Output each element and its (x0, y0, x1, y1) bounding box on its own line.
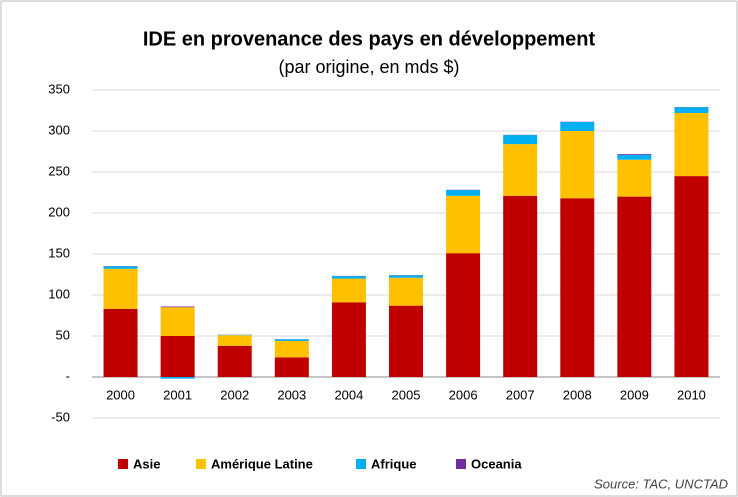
x-tick-label: 2007 (506, 387, 535, 402)
x-tick-label: 2004 (334, 387, 363, 402)
x-tick-label: 2008 (563, 387, 592, 402)
x-tick-label: 2001 (163, 387, 192, 402)
bar-segment (160, 336, 195, 377)
chart-subtitle: (par origine, en mds $) (278, 57, 459, 77)
bar-segment (503, 144, 538, 196)
bar-segment (217, 345, 252, 377)
bar-segment (217, 335, 252, 346)
y-tick-label: 300 (48, 122, 70, 137)
x-tick-label: 2003 (277, 387, 306, 402)
legend-swatch (118, 459, 128, 469)
y-tick-label: 200 (48, 204, 70, 219)
y-tick-label: - (66, 368, 70, 383)
y-tick-label: -50 (51, 409, 70, 424)
legend-swatch (456, 459, 466, 469)
x-tick-label: 2009 (620, 387, 649, 402)
y-tick-label: 250 (48, 163, 70, 178)
bar-segment (331, 302, 366, 377)
legend-swatch (356, 459, 366, 469)
source-note: Source: TAC, UNCTAD (594, 476, 728, 491)
bar-segment (503, 195, 538, 377)
legend-label: Amérique Latine (211, 456, 313, 471)
bar-segment (617, 153, 652, 155)
bar-segment (331, 278, 366, 303)
bar-segment (446, 195, 481, 254)
bar-segment (617, 159, 652, 197)
bar-segment (617, 196, 652, 377)
bar-segment (446, 190, 481, 196)
y-tick-label: 100 (48, 286, 70, 301)
legend-label: Afrique (371, 456, 417, 471)
bar-segment (617, 154, 652, 160)
bar-segment (674, 112, 709, 177)
bar-segment (503, 135, 538, 145)
bar-segment (674, 107, 709, 113)
legend-swatch (196, 459, 206, 469)
chart-title: IDE en provenance des pays en développem… (143, 28, 596, 50)
bar-segment (274, 357, 309, 377)
x-tick-label: 2010 (677, 387, 706, 402)
bar-segment (274, 340, 309, 358)
y-tick-label: 350 (48, 81, 70, 96)
bar-segment (560, 198, 595, 377)
bar-segment (674, 176, 709, 377)
y-tick-label: 50 (56, 327, 70, 342)
bar-segment (389, 275, 423, 278)
bar-segment (160, 306, 195, 308)
x-tick-label: 2006 (449, 387, 478, 402)
bar-segment (446, 253, 481, 377)
bar-segment (560, 121, 595, 131)
bar-segment (389, 277, 423, 306)
bar-segment (160, 377, 195, 379)
bar-segment (103, 266, 138, 269)
legend-label: Oceania (471, 456, 522, 471)
x-tick-label: 2000 (106, 387, 135, 402)
bar-segment (560, 131, 595, 199)
legend-label: Asie (133, 456, 160, 471)
y-tick-label: 150 (48, 245, 70, 260)
bar-segment (331, 276, 366, 279)
bar-segment (160, 307, 195, 336)
x-tick-label: 2002 (220, 387, 249, 402)
x-tick-label: 2005 (392, 387, 421, 402)
bar-segment (389, 305, 423, 377)
bar-segment (103, 308, 138, 377)
bar-segment (103, 268, 138, 309)
bar-segment (274, 339, 309, 341)
